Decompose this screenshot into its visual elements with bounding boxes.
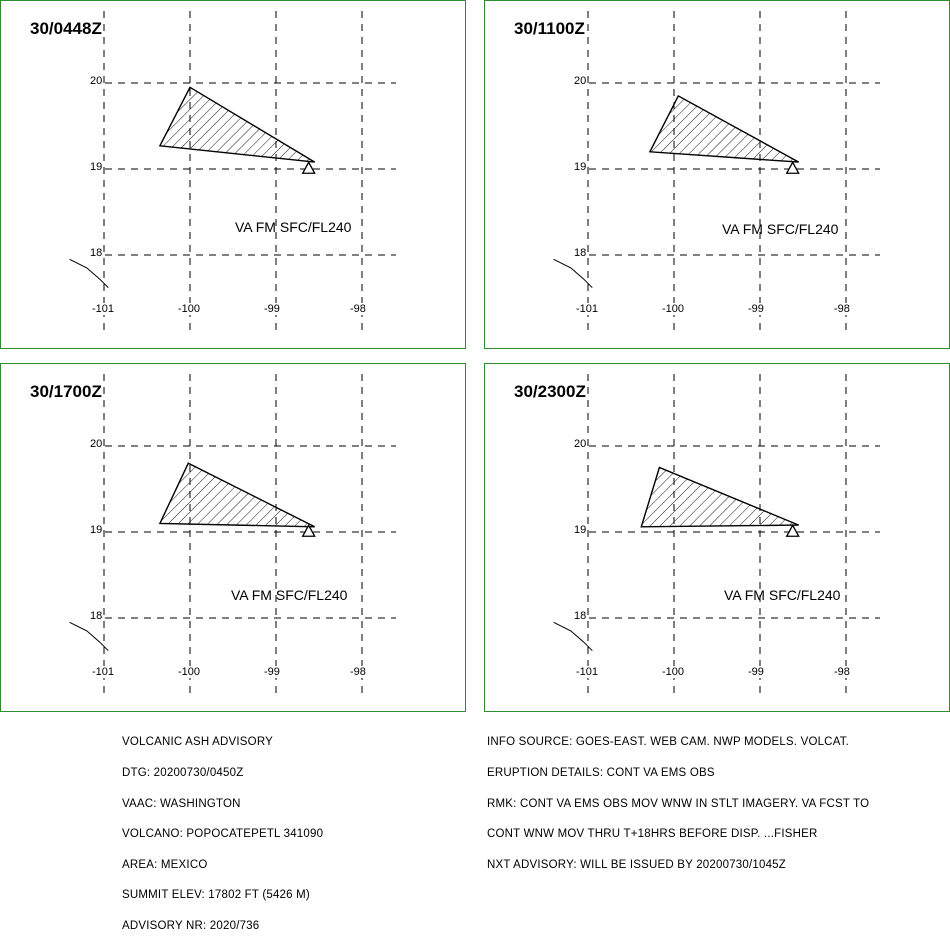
ash-cloud-polygon: [648, 94, 800, 163]
lon-tick-label: -100: [661, 666, 686, 678]
panel-0: 30/0448Z VA FM SFC/FL240 -101 -100 -99 -98 2…: [0, 0, 466, 349]
advisory-line: CONT WNW MOV THRU T+18HRS BEFORE DISP. .…: [487, 828, 818, 841]
volcano-icon: [301, 160, 316, 174]
coastline: [553, 258, 593, 289]
panel-title: 30/1700Z: [30, 382, 102, 401]
panel-title: 30/2300Z: [514, 382, 586, 401]
lon-tick-label: -98: [833, 303, 851, 315]
lon-tick-label: -100: [177, 666, 202, 678]
va-label: VA FM SFC/FL240: [722, 221, 839, 237]
panel-title: 30/1100Z: [514, 19, 585, 38]
lon-tick-label: -98: [833, 666, 851, 678]
lon-tick-label: -99: [747, 303, 765, 315]
volcano-icon: [785, 523, 800, 537]
advisory-line: VAAC: WASHINGTON: [122, 797, 241, 810]
panel-title: 30/0448Z: [30, 19, 102, 38]
va-label: VA FM SFC/FL240: [724, 587, 841, 603]
lat-tick-label: 20: [573, 75, 588, 87]
coastline: [69, 621, 109, 652]
lat-tick-label: 20: [89, 75, 104, 87]
advisory-line: ERUPTION DETAILS: CONT VA EMS OBS: [487, 767, 715, 779]
advisory-line: AREA: MEXICO: [122, 858, 208, 871]
lon-tick-label: -101: [575, 303, 600, 315]
lat-tick-label: 19: [89, 524, 104, 536]
map-svg-1: [553, 11, 880, 331]
lon-tick-label: -98: [349, 666, 367, 678]
advisory-line: DTG: 20200730/0450Z: [122, 767, 244, 779]
panel-1: 30/1100Z VA FM SFC/FL240 -101 -100 -99 -98 2…: [484, 0, 950, 349]
advisory-line: INFO SOURCE: GOES-EAST. WEB CAM. NWP MOD…: [487, 736, 850, 749]
map-svg-0: [69, 11, 396, 331]
lon-tick-label: -99: [263, 303, 281, 315]
volcano-icon: [785, 160, 800, 174]
coastline: [553, 621, 593, 652]
advisory-right-block: INFO SOURCE: GOES-EAST. WEB CAM. NWP MOD…: [487, 717, 869, 880]
lat-tick-label: 18: [573, 610, 588, 622]
lat-tick-label: 19: [89, 161, 104, 173]
advisory-left-block: VOLCANIC ASH ADVISORY DTG: 20200730/0450…: [122, 717, 323, 941]
advisory-line: VOLCANO: POPOCATEPETL 341090: [122, 828, 324, 841]
lat-tick-label: 20: [573, 438, 588, 450]
va-label: VA FM SFC/FL240: [231, 587, 348, 603]
lat-tick-label: 19: [573, 161, 588, 173]
lat-tick-label: 18: [573, 247, 588, 259]
advisory-line: VOLCANIC ASH ADVISORY: [122, 736, 273, 749]
advisory-line: RMK: CONT VA EMS OBS MOV WNW IN STLT IMA…: [487, 797, 870, 810]
map-svg-3: [553, 374, 880, 694]
panel-3: 30/2300Z VA FM SFC/FL240 -101 -100 -99 -98 2…: [484, 363, 950, 712]
lat-tick-label: 18: [89, 610, 104, 622]
advisory-line: NXT ADVISORY: WILL BE ISSUED BY 20200730…: [487, 858, 786, 871]
ash-cloud-polygon: [158, 86, 316, 163]
lon-tick-label: -100: [177, 303, 202, 315]
lat-tick-label: 19: [573, 524, 588, 536]
lon-tick-label: -98: [349, 303, 367, 315]
lon-tick-label: -99: [263, 666, 281, 678]
lon-tick-label: -101: [91, 303, 116, 315]
lon-tick-label: -101: [91, 666, 116, 678]
lon-tick-label: -100: [661, 303, 686, 315]
va-label: VA FM SFC/FL240: [235, 219, 352, 235]
advisory-line: ADVISORY NR: 2020/736: [122, 919, 260, 932]
panel-2: 30/1700Z VA FM SFC/FL240 -101 -100 -99 -98 2…: [0, 363, 466, 712]
lat-tick-label: 18: [89, 247, 104, 259]
advisory-line: SUMMIT ELEV: 17802 FT (5426 M): [122, 889, 310, 902]
lat-tick-label: 20: [89, 438, 104, 450]
coastline: [69, 258, 109, 289]
ash-cloud-polygon: [158, 462, 316, 528]
map-svg-2: [69, 374, 396, 694]
volcano-icon: [301, 523, 316, 537]
ash-cloud-polygon: [640, 466, 799, 528]
lon-tick-label: -99: [747, 666, 765, 678]
lon-tick-label: -101: [575, 666, 600, 678]
